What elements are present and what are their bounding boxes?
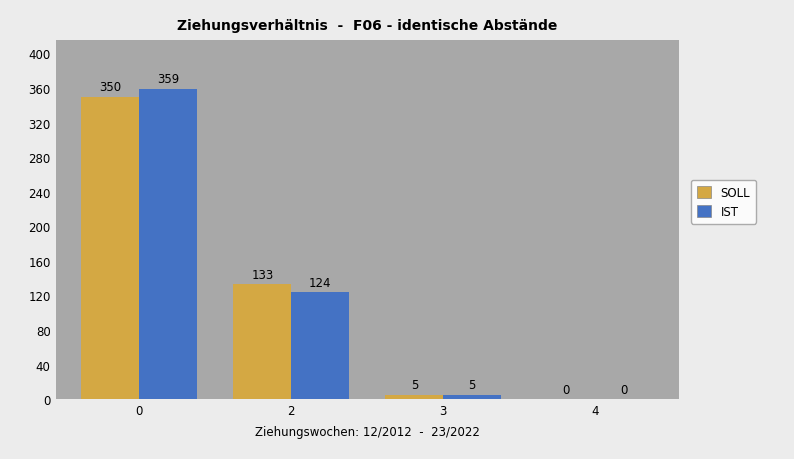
Bar <box>443 395 501 399</box>
Bar <box>291 292 349 399</box>
Text: 5: 5 <box>410 379 418 392</box>
Bar <box>139 90 197 399</box>
Legend: SOLL, IST: SOLL, IST <box>691 180 756 224</box>
Text: 124: 124 <box>309 276 331 289</box>
X-axis label: Ziehungswochen: 12/2012  -  23/2022: Ziehungswochen: 12/2012 - 23/2022 <box>255 425 480 438</box>
Bar <box>385 395 443 399</box>
Text: 133: 133 <box>251 268 273 281</box>
Bar <box>233 285 291 399</box>
Bar <box>82 97 139 399</box>
Text: 359: 359 <box>157 73 179 86</box>
Title: Ziehungsverhältnis  -  F06 - identische Abstände: Ziehungsverhältnis - F06 - identische Ab… <box>177 19 557 33</box>
Text: 0: 0 <box>563 383 570 396</box>
Text: 350: 350 <box>99 81 121 94</box>
Text: 5: 5 <box>468 379 476 392</box>
Text: 0: 0 <box>620 383 628 396</box>
